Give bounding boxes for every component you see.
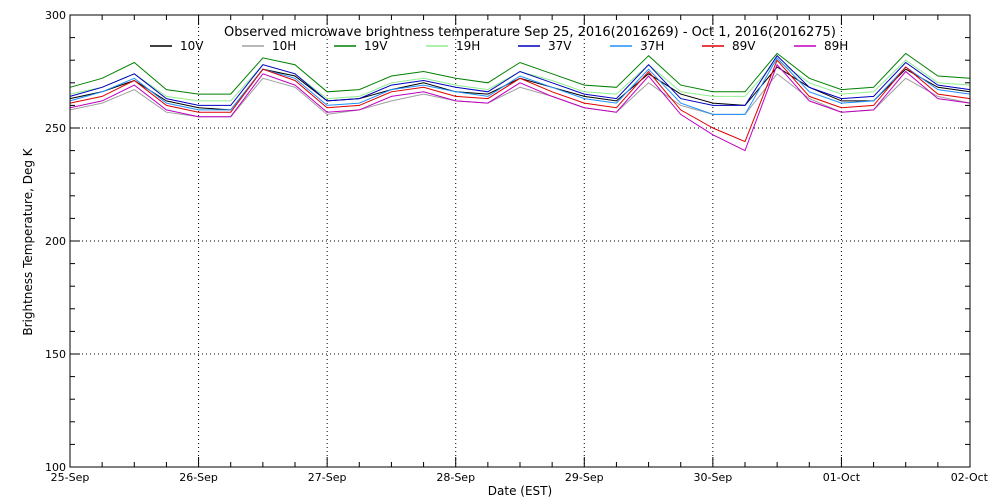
legend-label-10V: 10V bbox=[180, 39, 204, 53]
series-line-89V bbox=[69, 59, 971, 143]
legend-label-19V: 19V bbox=[364, 39, 388, 53]
legend-label-37H: 37H bbox=[640, 39, 664, 53]
y-tick-label: 200 bbox=[45, 235, 66, 248]
legend-label-89H: 89H bbox=[824, 39, 848, 53]
legend-label-89V: 89V bbox=[732, 39, 756, 53]
chart-title: Observed microwave brightness temperatur… bbox=[224, 25, 836, 40]
x-tick-label: 27-Sep bbox=[308, 471, 347, 484]
y-tick-label: 250 bbox=[45, 122, 66, 135]
x-tick-label: 25-Sep bbox=[51, 471, 90, 484]
x-tick-label: 29-Sep bbox=[565, 471, 604, 484]
legend: 10V 10H 19V 19H 37V 37H 89V 89H bbox=[150, 39, 848, 53]
x-tick-label: 02-Oct bbox=[951, 471, 989, 484]
grid-layer bbox=[70, 15, 970, 467]
y-tick-label: 150 bbox=[45, 348, 66, 361]
series-line-19V bbox=[69, 52, 971, 95]
y-tick-label: 100 bbox=[45, 461, 66, 474]
y-axis-label: Brightness Temperature, Deg K bbox=[21, 147, 35, 335]
x-tick-label: 30-Sep bbox=[694, 471, 733, 484]
legend-label-10H: 10H bbox=[272, 39, 296, 53]
legend-label-37V: 37V bbox=[548, 39, 572, 53]
y-tick-label: 300 bbox=[45, 9, 66, 22]
x-axis-label: Date (EST) bbox=[488, 484, 552, 498]
series-line-37H bbox=[69, 57, 971, 115]
x-tick-label: 28-Sep bbox=[436, 471, 475, 484]
series-line-37V bbox=[69, 54, 971, 106]
legend-label-19H: 19H bbox=[456, 39, 480, 53]
axis-layer: 100 150 200 250 300 25-Sep 26-Sep 27-Sep 28-Sep 2… bbox=[45, 9, 989, 484]
x-tick-label: 01-Oct bbox=[823, 471, 861, 484]
series-layer bbox=[69, 52, 971, 152]
x-tick-label: 26-Sep bbox=[179, 471, 218, 484]
series-line-89H bbox=[69, 63, 971, 152]
